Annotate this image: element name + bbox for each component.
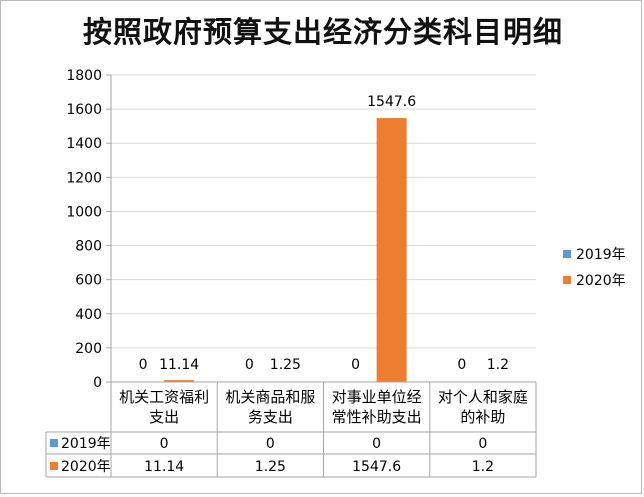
table-series-name: 2019年 <box>61 436 111 452</box>
data-label: 1547.6 <box>367 94 416 110</box>
table-value: 0 <box>266 436 275 452</box>
table-series-name: 2020年 <box>61 459 111 475</box>
data-label: 0 <box>245 357 254 373</box>
y-tick-label: 1800 <box>66 68 102 84</box>
data-label: 0 <box>139 357 148 373</box>
data-label: 11.14 <box>159 357 199 373</box>
y-tick-label: 800 <box>75 239 102 255</box>
table-value: 1.25 <box>255 459 286 475</box>
data-label: 1.2 <box>487 357 509 373</box>
category-label: 对个人和家庭 <box>438 388 528 406</box>
y-tick-label: 600 <box>75 273 102 289</box>
data-label: 0 <box>457 357 466 373</box>
y-tick-label: 400 <box>75 307 102 323</box>
y-tick-label: 1200 <box>66 170 102 186</box>
category-label: 对事业单位经 <box>332 388 422 406</box>
bar-2020 <box>377 118 407 382</box>
category-label: 机关工资福利 <box>119 388 209 406</box>
category-label: 务支出 <box>248 408 293 426</box>
y-tick-label: 1600 <box>66 102 102 118</box>
legend-marker <box>563 276 571 284</box>
y-tick-label: 1000 <box>66 204 102 220</box>
y-tick-label: 0 <box>93 375 102 391</box>
table-value: 0 <box>372 436 381 452</box>
table-legend-key <box>50 439 58 447</box>
y-tick-label: 200 <box>75 341 102 357</box>
legend-label: 2020年 <box>576 273 626 289</box>
table-value: 0 <box>160 436 169 452</box>
category-label: 常性补助支出 <box>332 408 422 426</box>
table-legend-key <box>50 462 58 470</box>
table-value: 0 <box>478 436 487 452</box>
table-value: 1547.6 <box>352 459 401 475</box>
table-value: 11.14 <box>144 459 184 475</box>
data-label: 0 <box>351 357 360 373</box>
category-label: 的补助 <box>460 408 505 426</box>
category-label: 机关商品和服 <box>225 388 315 406</box>
y-tick-label: 1400 <box>66 136 102 152</box>
legend-marker <box>563 250 571 258</box>
legend-label: 2019年 <box>576 247 626 263</box>
category-label: 支出 <box>149 408 179 426</box>
table-value: 1.2 <box>472 459 494 475</box>
data-label: 1.25 <box>270 357 301 373</box>
